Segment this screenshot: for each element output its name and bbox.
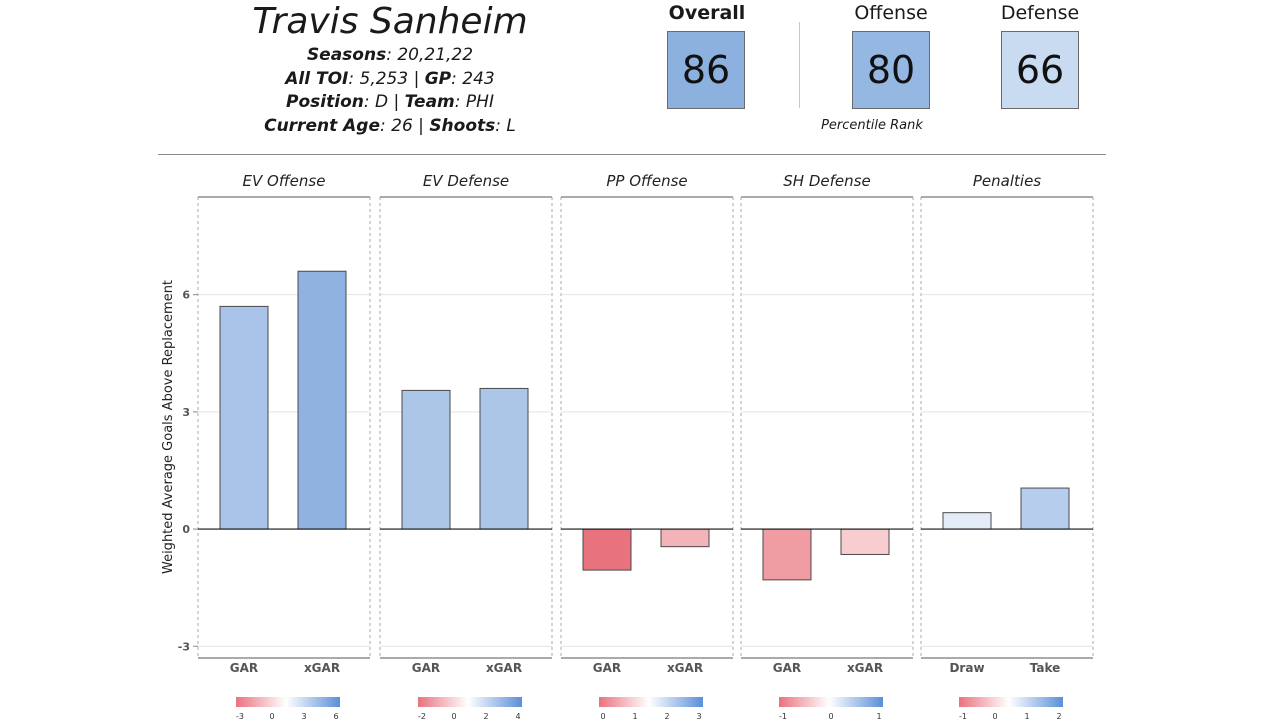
legend-tick-label: 2 xyxy=(664,712,669,720)
color-legend-bar xyxy=(599,697,703,707)
color-legend-bar xyxy=(236,697,340,707)
x-tick-label: Take xyxy=(1030,661,1061,675)
x-tick-label: GAR xyxy=(412,661,440,675)
legend-tick-label: 2 xyxy=(483,712,488,720)
age-label: Current Age xyxy=(264,115,380,136)
legend-tick-label: 0 xyxy=(269,712,274,720)
shoots-label: Shoots xyxy=(429,115,496,136)
seasons-value: 20,21,22 xyxy=(397,45,474,65)
x-tick-label: GAR xyxy=(230,661,258,675)
bar-xgar xyxy=(297,270,347,530)
bar-xgar xyxy=(479,387,529,530)
panel-title: EV Offense xyxy=(243,172,326,190)
bar-xgar xyxy=(840,528,890,555)
legend-tick-label: 0 xyxy=(600,712,605,720)
seasons-label: Seasons xyxy=(306,45,387,65)
toi-label: All TOI xyxy=(285,68,349,89)
color-legend-bar xyxy=(418,697,522,707)
legend-tick-label: 0 xyxy=(992,712,997,720)
y-tick-label: -3 xyxy=(178,640,190,653)
legend-tick-label: 0 xyxy=(828,712,833,720)
legend-tick-label: 2 xyxy=(1056,712,1061,720)
panel-ev-defense: EV Defense GAR xGAR -2 0 2 4 xyxy=(379,172,553,720)
bar-gar xyxy=(401,389,451,530)
panel-title: EV Defense xyxy=(423,172,509,190)
x-tick-label: xGAR xyxy=(304,661,340,675)
team-label: Team xyxy=(404,92,455,112)
gp-value: 243 xyxy=(462,68,495,89)
legend-tick-label: -2 xyxy=(418,712,426,720)
legend-tick-label: 0 xyxy=(451,712,456,720)
seasons-line: Seasons: 20,21,22 xyxy=(306,45,474,65)
legend-tick-label: 1 xyxy=(876,712,881,720)
player-info: Travis Sanheim Seasons: 20,21,22 All TOI… xyxy=(230,0,550,138)
bar-draw xyxy=(942,512,992,530)
overall-rating-box: 86 xyxy=(667,31,745,109)
bar-gar xyxy=(582,528,632,571)
y-axis-label: Weighted Average Goals Above Replacement xyxy=(161,280,176,574)
x-tick-label: xGAR xyxy=(667,661,703,675)
x-tick-label: Draw xyxy=(949,661,984,675)
legend-tick-label: -1 xyxy=(779,712,787,720)
x-tick-label: GAR xyxy=(773,661,801,675)
panel-penalties: Penalties Draw Take -1 0 1 2 xyxy=(920,172,1094,720)
x-tick-label: xGAR xyxy=(486,661,522,675)
x-tick-label: xGAR xyxy=(847,661,883,675)
overall-title: Overall xyxy=(668,2,746,24)
panel-title: PP Offense xyxy=(606,172,687,190)
rating-divider xyxy=(799,22,800,108)
shoots-value: L xyxy=(506,115,516,136)
color-legend-bar xyxy=(959,697,1063,707)
legend-tick-label: 6 xyxy=(333,712,338,720)
header-divider xyxy=(158,154,1106,155)
position-label: Position xyxy=(286,92,364,112)
y-tick-label: 6 xyxy=(182,289,190,302)
bar-gar xyxy=(762,528,812,581)
legend-tick-label: 3 xyxy=(696,712,701,720)
panel-ev-offense: EV Offense GAR xGAR -3 0 3 6 xyxy=(197,172,371,720)
position-team-line: Position: D | Team: PHI xyxy=(286,92,494,112)
x-tick-label: GAR xyxy=(593,661,621,675)
y-tick-label: 3 xyxy=(182,406,190,419)
team-value: PHI xyxy=(465,92,494,112)
offense-title: Offense xyxy=(854,2,928,24)
toi-gp-line: All TOI: 5,253 | GP: 243 xyxy=(285,68,495,89)
bar-take xyxy=(1020,487,1070,530)
color-legend-bar xyxy=(779,697,883,707)
defense-rating-box: 66 xyxy=(1001,31,1079,109)
player-name: Travis Sanheim xyxy=(252,1,528,42)
panel-pp-offense: PP Offense GAR xGAR 0 1 2 3 xyxy=(560,172,734,720)
legend-tick-label: -3 xyxy=(236,712,244,720)
gp-label: GP xyxy=(424,68,452,89)
toi-value: 5,253 xyxy=(359,68,409,89)
legend-tick-label: 4 xyxy=(515,712,520,720)
legend-tick-label: -1 xyxy=(959,712,967,720)
defense-title: Defense xyxy=(1000,2,1080,24)
legend-tick-label: 1 xyxy=(1024,712,1029,720)
bar-gar xyxy=(219,305,269,530)
legend-tick-label: 3 xyxy=(301,712,306,720)
age-shoots-line: Current Age: 26 | Shoots: L xyxy=(264,115,516,136)
legend-tick-label: 1 xyxy=(632,712,637,720)
panel-sh-defense: SH Defense GAR xGAR -1 0 1 xyxy=(740,172,914,720)
age-value: 26 xyxy=(391,115,413,136)
panel-title: SH Defense xyxy=(783,172,870,190)
panel-title: Penalties xyxy=(973,172,1041,190)
bar-xgar xyxy=(660,528,710,548)
chart-panels: EV Offense GAR xGAR -3 0 3 6 EV Defense GAR xGAR -… xyxy=(197,172,1094,720)
position-value: D xyxy=(375,92,389,112)
offense-rating-box: 80 xyxy=(852,31,930,109)
y-axis-ticks: -3 0 3 6 xyxy=(178,289,198,653)
percentile-rank-label: Percentile Rank xyxy=(821,118,923,133)
y-tick-label: 0 xyxy=(182,523,190,536)
